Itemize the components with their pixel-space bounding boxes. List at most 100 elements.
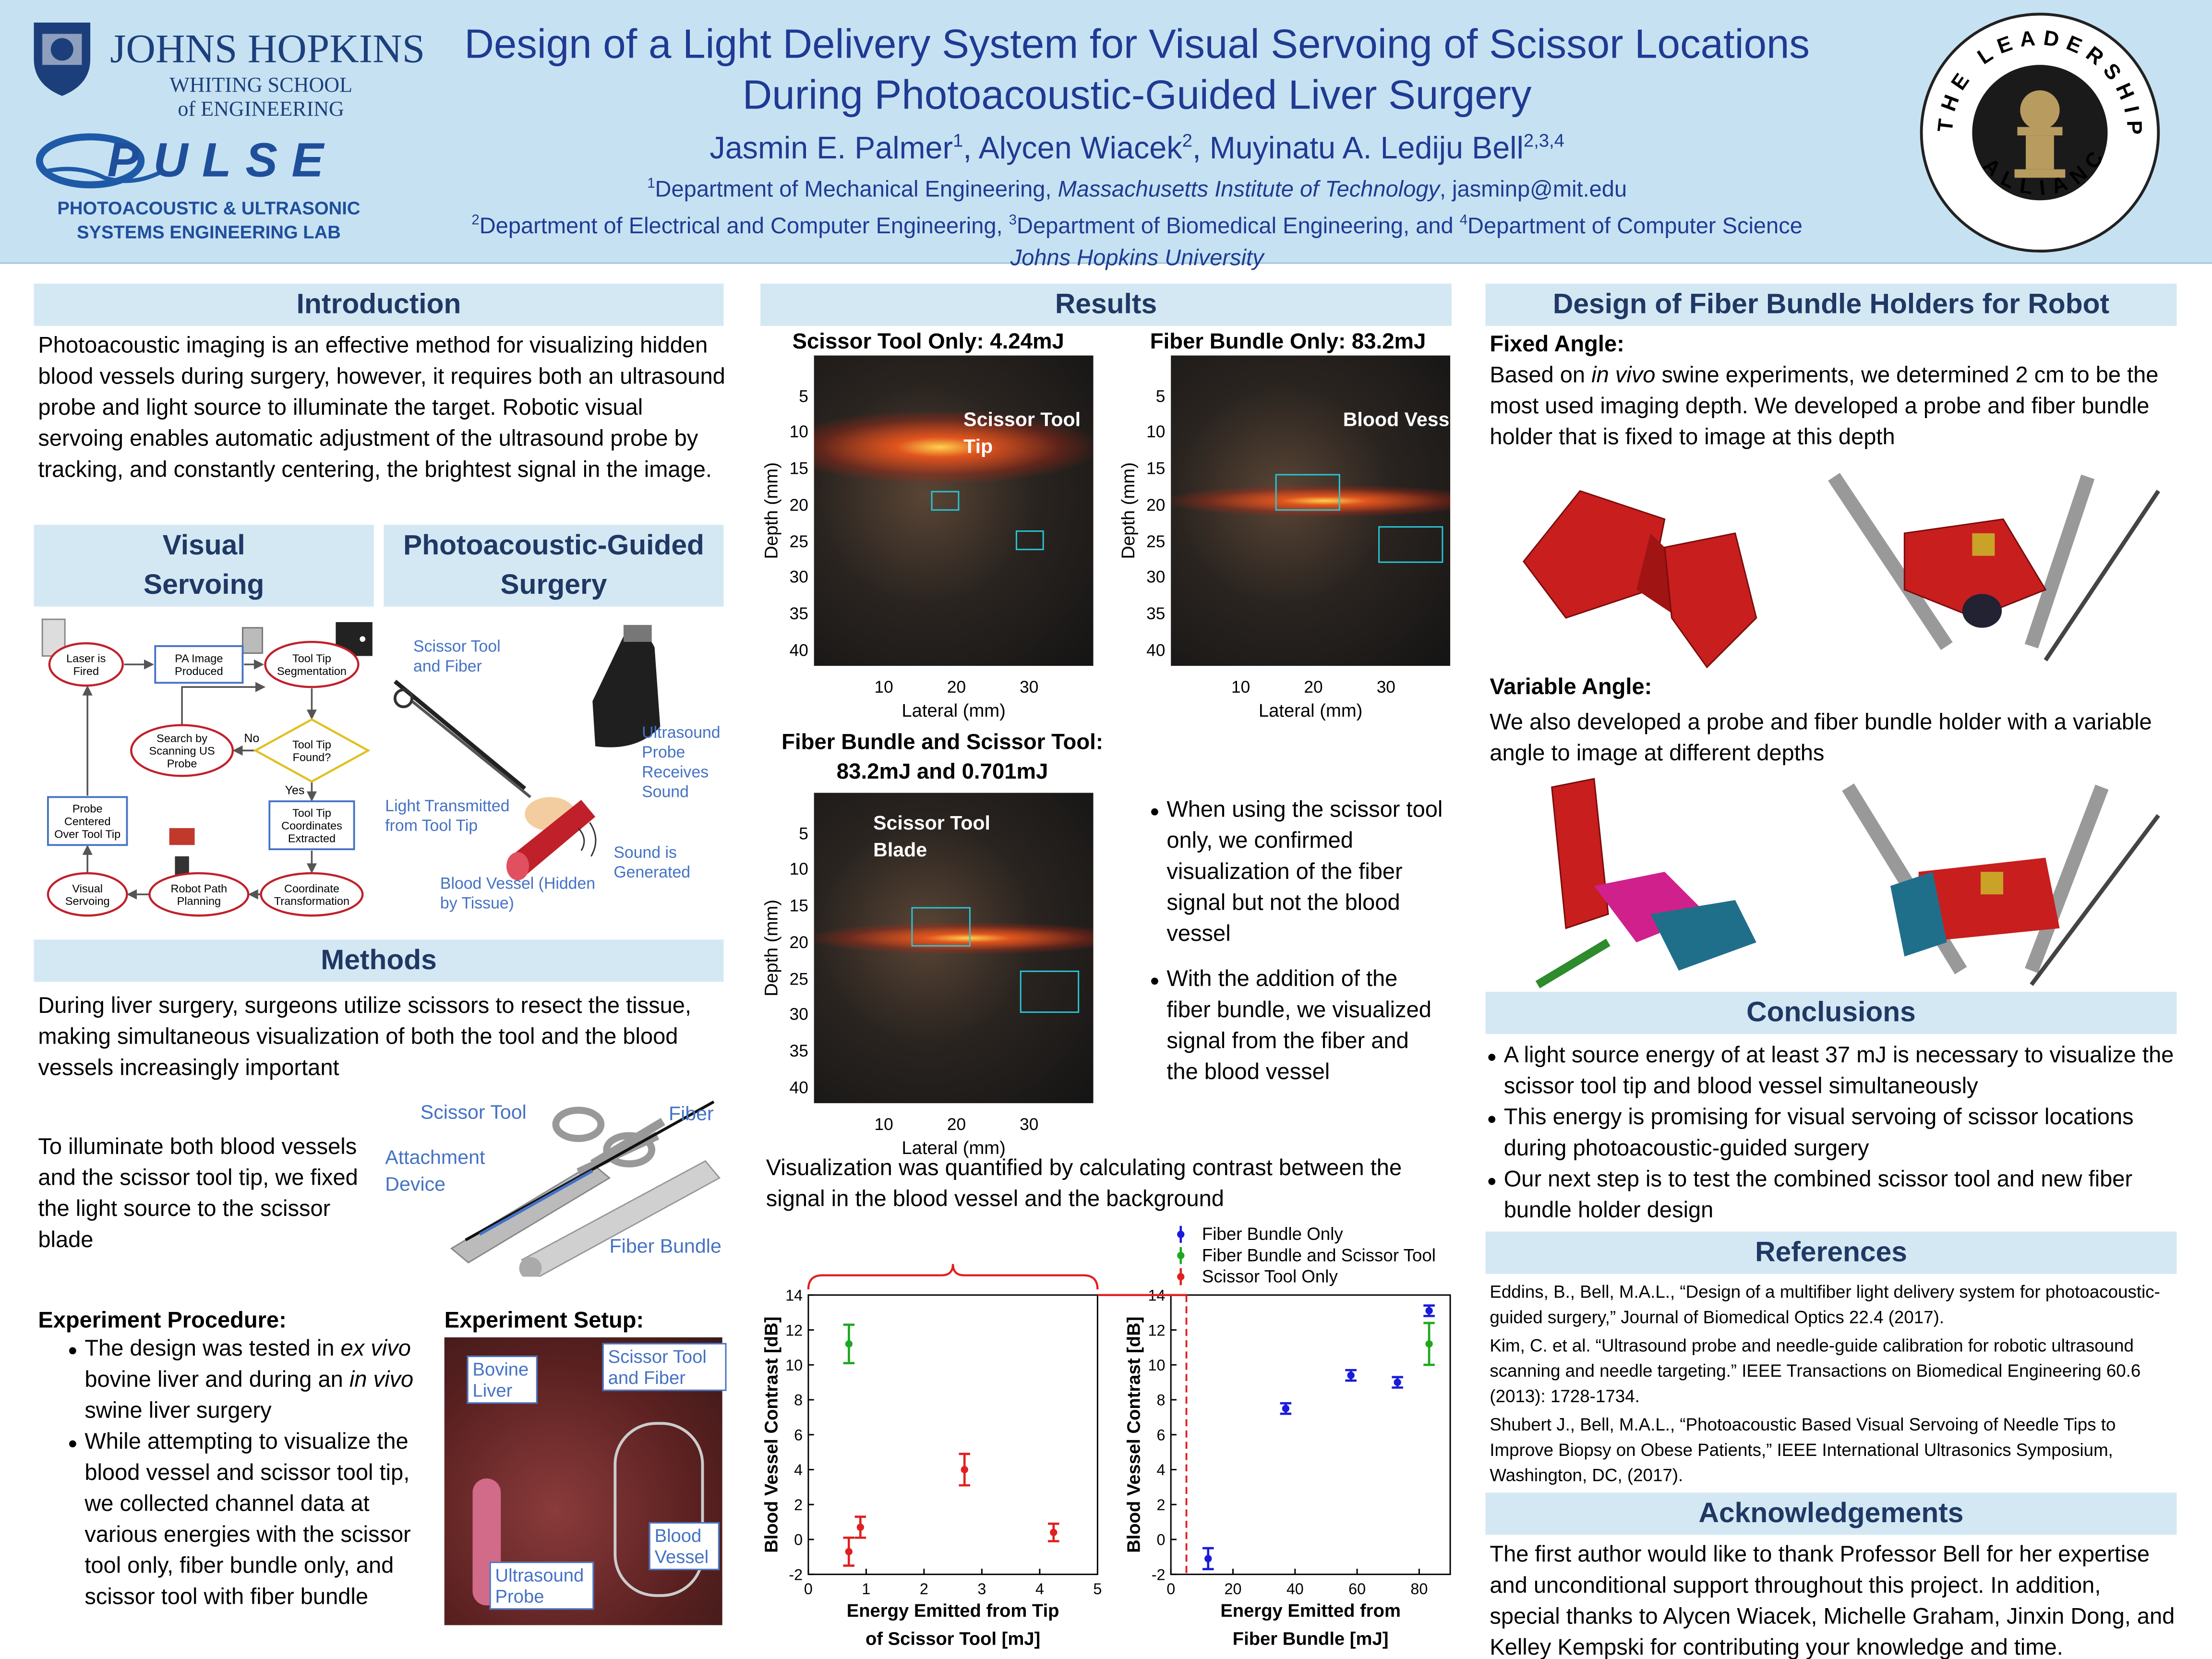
jhu-name: JOHNS HOPKINS <box>110 26 425 72</box>
legend-marker <box>1177 1230 1185 1238</box>
bullet-item: While attempting to visualize the blood … <box>68 1428 432 1614</box>
x-tick-label: 30 <box>1020 677 1039 697</box>
x-tick-label: 20 <box>1225 1580 1242 1598</box>
section-heading: Photoacoustic-Guided Surgery <box>384 525 724 607</box>
legend-marker <box>1177 1273 1185 1281</box>
point <box>1204 1555 1212 1563</box>
y-tick-label: 5 <box>1155 386 1166 406</box>
text: Department of Electrical and Computer En… <box>479 215 1009 240</box>
x-axis-label: Lateral (mm) <box>1258 699 1363 721</box>
text: Department of Mechanical Engineering, <box>655 178 1058 203</box>
y-tick-label: -2 <box>1152 1566 1166 1583</box>
section-heading: Design of Fiber Bundle Holders for Robot <box>1485 283 2177 326</box>
x-tick-label: 3 <box>977 1580 986 1598</box>
x-axis-label: Fiber Bundle [mJ] <box>1233 1629 1389 1649</box>
flow-node-text: Centered <box>64 815 111 828</box>
bullet-text: Our next step is to test the combined sc… <box>1503 1168 2133 1223</box>
point <box>1050 1528 1058 1537</box>
sup: 1 <box>647 176 655 192</box>
quantification: Visualization was quantified by calculat… <box>766 1156 1402 1212</box>
x-tick-label: 1 <box>862 1580 870 1598</box>
image-annotation: Scissor Tool Tip <box>963 408 1081 457</box>
diagram-label: Ultrasound Probe Receives Sound <box>642 725 721 802</box>
image-title: Fiber Bundle and Scissor Tool: 83.2mJ an… <box>781 731 1104 784</box>
x-tick-label: 30 <box>1020 1114 1039 1134</box>
y-tick-label: 35 <box>789 603 808 624</box>
title-line: During Photoacoustic-Guided Liver Surger… <box>742 73 1532 119</box>
y-tick-label: 6 <box>1156 1426 1165 1443</box>
alliance-logo: THE LEADERSHIP ALLIANCE <box>1916 9 2160 253</box>
authors: Jasmin E. Palmer1, Alycen Wiacek2, Muyin… <box>423 121 1851 168</box>
affiliation: Johns Hopkins University <box>423 243 1851 275</box>
flow-node <box>264 640 360 688</box>
x-tick-label: 10 <box>1231 677 1250 697</box>
signal <box>1171 485 1451 517</box>
image-title: Fiber Bundle Only: 83.2mJ <box>1150 330 1426 354</box>
jhu-line: WHITING SCHOOL <box>169 74 353 97</box>
us-image <box>1171 355 1451 666</box>
flow-node-text: Coordinates <box>281 819 342 832</box>
photo-label: Ultrasound Probe <box>489 1562 594 1610</box>
text: , jasminp@mit.edu <box>1440 178 1627 203</box>
reference: Eddins, B., Bell, M.A.L., “Design of a m… <box>1490 1282 2160 1328</box>
plot-frame <box>807 1294 1098 1575</box>
diagram-label: Light Transmitted from Tool Tip <box>385 798 510 835</box>
flow-node-text: Coordinate <box>284 882 339 895</box>
bullet-text: This energy is promising for visual serv… <box>1503 1106 2134 1161</box>
design-text: Based on in vivo swine experiments, we d… <box>1490 361 2167 454</box>
flow-node-text: Transformation <box>274 895 349 907</box>
section-heading: Methods <box>34 939 724 982</box>
y-tick-label: 15 <box>1146 458 1166 479</box>
flow-node-text: Tool Tip <box>292 652 331 665</box>
point <box>1347 1371 1355 1379</box>
legend-label: Fiber Bundle and Scissor Tool <box>1202 1245 1436 1265</box>
flow-node-text: Probe <box>167 757 197 770</box>
diagram-label: Blood Vessel (Hidden by Tissue) <box>440 876 596 913</box>
y-tick-label: 6 <box>794 1426 803 1443</box>
bullet-item: Our next step is to test the combined sc… <box>1487 1165 2175 1227</box>
flow-node-text: Produced <box>175 665 223 677</box>
flow-node-text: Laser is <box>66 652 106 665</box>
x-tick-label: 10 <box>874 677 893 697</box>
pulse-line: PHOTOACOUSTIC & ULTRASONIC <box>57 197 361 219</box>
design-text-part: Based on <box>1490 364 1592 388</box>
text: Johns Hopkins University <box>1010 246 1264 271</box>
flow-node-text: Search by <box>156 732 207 745</box>
flow-node <box>268 800 355 851</box>
x-tick-label: 20 <box>947 1114 966 1134</box>
section-heading: Acknowledgements <box>1485 1492 2177 1535</box>
x-axis-label: Energy Emitted from Tip <box>847 1600 1059 1621</box>
y-tick-label: 35 <box>789 1041 808 1061</box>
flow-node-text: Tool Tip <box>292 738 331 751</box>
design-text-part: swine experiments, we determined 2 cm to… <box>1490 364 2159 450</box>
procedure-list: The design was tested in ex vivo bovine … <box>68 1334 432 1614</box>
title: Design of a Light Delivery System for Vi… <box>423 20 1851 121</box>
author-sup: 2,3,4 <box>1523 130 1564 151</box>
title-line: Design of a Light Delivery System for Vi… <box>464 23 1810 68</box>
point <box>1282 1405 1290 1412</box>
author: Jasmin E. Palmer <box>709 130 953 166</box>
y-tick-label: 10 <box>1146 422 1166 442</box>
x-tick-label: 0 <box>1166 1580 1175 1598</box>
bullet-text: swine liver surgery <box>84 1399 272 1424</box>
photo-label: Blood Vessel <box>649 1522 720 1570</box>
x-tick-label: 60 <box>1348 1580 1366 1598</box>
text: Massachusetts Institute of Technology <box>1058 178 1440 203</box>
methods-text: During liver surgery, surgeons utilize s… <box>38 994 692 1081</box>
variable-cad <box>1535 778 2160 988</box>
roi-box <box>1020 970 1080 1013</box>
pulse-line: SYSTEMS ENGINEERING LAB <box>77 221 341 243</box>
y-tick-label: 30 <box>789 1004 808 1025</box>
point <box>1425 1340 1433 1348</box>
y-tick-label: 10 <box>785 1357 803 1374</box>
y-tick-label: 15 <box>789 458 808 479</box>
author-sup: 1 <box>953 130 963 151</box>
label-text: Blood Vessel <box>654 1525 709 1567</box>
y-tick-label: 25 <box>789 531 808 551</box>
y-tick-label: 4 <box>1156 1461 1165 1479</box>
bullet-text: in vivo <box>349 1368 414 1393</box>
author: , Muyinatu A. Lediju Bell <box>1192 130 1524 166</box>
flow-node <box>48 642 124 687</box>
image-title: Scissor Tool Only: 4.24mJ <box>792 330 1064 354</box>
